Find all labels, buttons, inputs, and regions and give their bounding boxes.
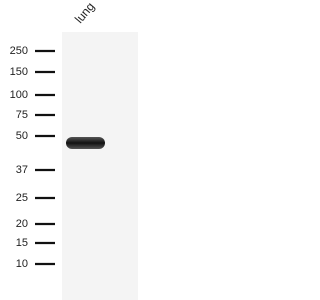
marker-label: 15 [16,237,28,249]
marker-label: 25 [16,192,28,204]
marker-label: 20 [16,218,28,230]
marker-label: 75 [16,109,28,121]
marker-label: 37 [16,164,28,176]
blot-figure: lung 250 150 100 75 50 37 25 20 15 10 [0,0,138,300]
band [66,137,105,149]
marker-label: 10 [16,258,28,270]
marker-label: 250 [10,45,28,57]
blot: lung 250 150 100 75 50 37 25 20 15 10 [10,0,138,300]
marker-ladder: 250 150 100 75 50 37 25 20 15 10 [10,45,55,270]
lane-label: lung [72,0,97,26]
membrane [62,32,138,300]
marker-label: 100 [10,89,28,101]
marker-label: 150 [10,66,28,78]
marker-label: 50 [16,130,28,142]
